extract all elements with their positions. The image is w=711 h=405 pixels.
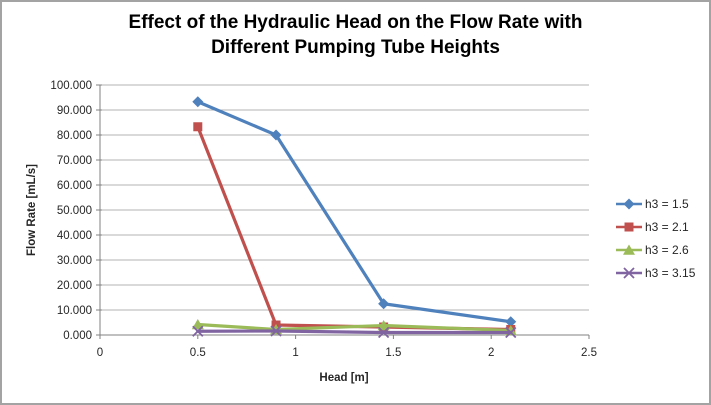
data-point-triangle-icon (623, 244, 635, 255)
data-point-x-cross-icon (623, 266, 635, 279)
y-tick-label: 90.000 (57, 105, 92, 117)
y-tick-label: 80.000 (57, 130, 92, 142)
y-axis-title: Flow Rate [mL/s] (26, 163, 38, 257)
data-point-x-cross-icon (377, 326, 390, 339)
legend-item: h3 = 2.1 (616, 215, 695, 238)
x-tick-label: 2.5 (581, 347, 597, 359)
data-point-diamond-icon (270, 129, 282, 141)
y-tick-label: 50.000 (57, 205, 92, 217)
legend-label: h3 = 1.5 (645, 196, 689, 211)
legend-item: h3 = 2.6 (616, 238, 695, 261)
legend-item: h3 = 1.5 (616, 192, 695, 215)
data-point-diamond-icon (378, 298, 390, 310)
data-point-x-cross-icon (505, 326, 517, 339)
series-line-3 (196, 329, 513, 335)
x-tick-label: 1.5 (385, 347, 401, 359)
x-axis-title: Head [m] (319, 372, 369, 384)
data-point-diamond-icon (192, 96, 204, 108)
data-point-square-icon (193, 122, 203, 132)
y-tick-label: 30.000 (57, 255, 92, 267)
y-tick-label: 60.000 (57, 180, 92, 192)
data-point-x-cross-icon (270, 325, 282, 337)
chart-title: Effect of the Hydraulic Head on the Flow… (78, 10, 634, 60)
data-point-diamond-icon (623, 198, 635, 209)
data-point-triangle-icon (191, 319, 204, 330)
chart-title-line1: Effect of the Hydraulic Head on the Flow… (128, 12, 583, 33)
y-tick-label: 10.000 (57, 305, 92, 317)
series-line-1 (196, 125, 513, 332)
legend-marker-x-cross-icon (616, 266, 642, 279)
legend-item: h3 = 3.15 (616, 261, 695, 284)
x-tick-label: 0.5 (190, 347, 206, 359)
x-tick-label: 1 (292, 347, 298, 359)
y-tick-label: 100.000 (50, 80, 92, 92)
y-tick-label: 40.000 (57, 230, 92, 242)
legend-marker-triangle-icon (616, 244, 642, 255)
data-point-triangle-icon (377, 320, 390, 331)
y-tick-label: 20.000 (57, 280, 92, 292)
legend-label: h3 = 2.6 (645, 242, 689, 257)
y-tick-label: 0.000 (63, 330, 92, 342)
data-point-x-cross-icon (192, 325, 204, 337)
chart-title-line2: Different Pumping Tube Heights (211, 37, 500, 59)
legend-label: h3 = 3.15 (645, 265, 696, 280)
x-tick-label: 0 (97, 347, 103, 359)
data-point-diamond-icon (505, 316, 517, 328)
series-line-0 (196, 100, 513, 324)
legend-marker-diamond-icon (616, 198, 642, 209)
legend: h3 = 1.5 h3 = 2.1 h3 = 2.6 h3 = 3.15 (616, 192, 695, 284)
series-line-2 (196, 322, 513, 333)
x-tick-label: 2 (488, 347, 494, 359)
y-tick-label: 70.000 (57, 155, 92, 167)
data-point-square-icon (624, 222, 634, 231)
legend-marker-square-icon (616, 222, 642, 231)
legend-label: h3 = 2.1 (645, 219, 689, 234)
